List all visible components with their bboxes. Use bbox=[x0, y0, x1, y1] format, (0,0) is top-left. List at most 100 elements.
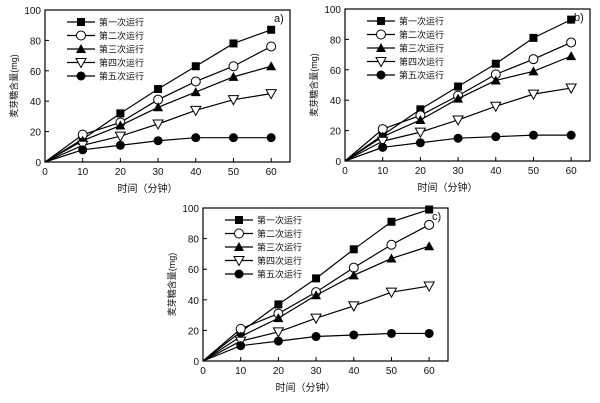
data-point bbox=[454, 82, 463, 91]
x-tick-label: 60 bbox=[424, 366, 436, 377]
y-tick-label: 100 bbox=[24, 6, 41, 17]
y-tick-label: 60 bbox=[188, 265, 200, 276]
data-point bbox=[115, 140, 125, 150]
data-point bbox=[529, 33, 538, 42]
data-point bbox=[273, 313, 284, 323]
y-tick-label: 40 bbox=[188, 296, 200, 307]
legend-marker bbox=[75, 58, 87, 69]
data-point bbox=[152, 119, 164, 131]
x-tick-label: 40 bbox=[348, 366, 360, 377]
data-point bbox=[425, 205, 434, 214]
data-point bbox=[349, 330, 359, 340]
plot-frame bbox=[344, 8, 591, 162]
data-point bbox=[453, 133, 463, 143]
x-tick-label: 20 bbox=[273, 366, 285, 377]
x-axis-label: 时间（分钟） bbox=[118, 182, 178, 195]
data-point bbox=[386, 239, 397, 250]
data-point bbox=[378, 142, 388, 152]
x-tick-label: 0 bbox=[342, 166, 348, 177]
x-tick-label: 0 bbox=[42, 167, 48, 178]
data-point bbox=[272, 327, 285, 338]
y-axis-label: 麦芽糖含量(mg) bbox=[166, 253, 177, 317]
legend-label: 第三次运行 bbox=[257, 242, 302, 253]
data-point bbox=[528, 66, 539, 76]
x-tick-label: 50 bbox=[228, 167, 240, 178]
x-tick-label: 10 bbox=[377, 166, 389, 177]
panel-label: b) bbox=[574, 12, 584, 24]
data-point bbox=[528, 54, 539, 65]
data-point bbox=[566, 37, 577, 48]
data-point bbox=[153, 136, 163, 146]
y-tick-label: 0 bbox=[35, 158, 41, 169]
legend-label: 第一次运行 bbox=[399, 16, 444, 27]
data-point bbox=[311, 290, 322, 300]
data-point bbox=[310, 313, 322, 325]
x-tick-label: 30 bbox=[153, 167, 165, 178]
data-point bbox=[349, 245, 358, 254]
data-point bbox=[566, 51, 577, 61]
data-point bbox=[153, 102, 164, 112]
data-point bbox=[387, 217, 396, 226]
data-point bbox=[566, 130, 576, 140]
data-point bbox=[236, 341, 246, 351]
legend-label: 第四次运行 bbox=[99, 57, 144, 68]
data-point bbox=[528, 130, 538, 140]
panel-label: c) bbox=[432, 211, 441, 223]
data-point bbox=[191, 133, 201, 143]
x-axis-label: 时间（分钟） bbox=[418, 181, 478, 194]
x-tick-label: 60 bbox=[266, 167, 278, 178]
data-point bbox=[453, 93, 464, 103]
data-point bbox=[190, 76, 201, 87]
y-axis-label: 麦芽糖含量(mg) bbox=[308, 53, 319, 117]
y-tick-label: 20 bbox=[330, 127, 342, 138]
data-point bbox=[452, 115, 464, 126]
series-4: 第四次运行 bbox=[44, 57, 278, 163]
x-tick-label: 10 bbox=[235, 366, 247, 377]
data-point bbox=[274, 300, 283, 309]
legend-marker bbox=[77, 18, 85, 26]
legend-marker bbox=[376, 70, 386, 80]
legend-marker bbox=[76, 30, 86, 41]
legend-marker bbox=[235, 216, 243, 224]
data-point bbox=[415, 114, 426, 124]
legend-label: 第二次运行 bbox=[399, 29, 444, 40]
data-point bbox=[154, 85, 163, 94]
legend-marker bbox=[234, 269, 244, 279]
data-point bbox=[348, 270, 359, 280]
data-point bbox=[115, 120, 126, 130]
data-point bbox=[423, 281, 436, 293]
y-tick-label: 100 bbox=[182, 204, 199, 215]
y-tick-label: 0 bbox=[193, 357, 199, 368]
x-tick-label: 50 bbox=[386, 366, 398, 377]
series-3: 第三次运行 bbox=[344, 43, 577, 162]
data-point bbox=[490, 75, 501, 85]
y-tick-label: 100 bbox=[324, 5, 341, 16]
y-tick-label: 20 bbox=[188, 326, 200, 337]
data-point bbox=[489, 101, 502, 113]
data-point bbox=[266, 133, 276, 143]
chart-panel-a: 0 10 20 30 40 50 60 0 20 40 60 80 100 时间（分钟） 麦芽糖含量(mg)… bbox=[8, 6, 291, 195]
legend-marker bbox=[375, 57, 387, 68]
legend-marker bbox=[376, 43, 386, 52]
legend-marker bbox=[377, 17, 385, 25]
plot-frame bbox=[202, 207, 449, 362]
data-point bbox=[116, 109, 125, 118]
x-tick-label: 30 bbox=[311, 366, 323, 377]
data-point bbox=[78, 145, 88, 155]
data-point bbox=[491, 132, 501, 142]
data-point bbox=[491, 59, 500, 68]
x-tick-label: 30 bbox=[453, 166, 465, 177]
series-5: 第五次运行 bbox=[202, 269, 434, 362]
legend-marker bbox=[233, 256, 245, 267]
x-tick-label: 60 bbox=[566, 166, 578, 177]
data-point bbox=[114, 131, 127, 143]
data-point bbox=[386, 253, 397, 263]
series-5: 第五次运行 bbox=[44, 71, 276, 163]
data-point bbox=[190, 87, 201, 97]
chart-panel-b: 0 10 20 30 40 50 60 0 20 40 60 80 100 时间（分钟） 麦芽糖含量(mg)… bbox=[308, 5, 591, 194]
data-point bbox=[265, 89, 278, 100]
x-tick-label: 0 bbox=[200, 366, 206, 377]
data-point bbox=[229, 39, 238, 48]
x-tick-label: 50 bbox=[528, 166, 540, 177]
